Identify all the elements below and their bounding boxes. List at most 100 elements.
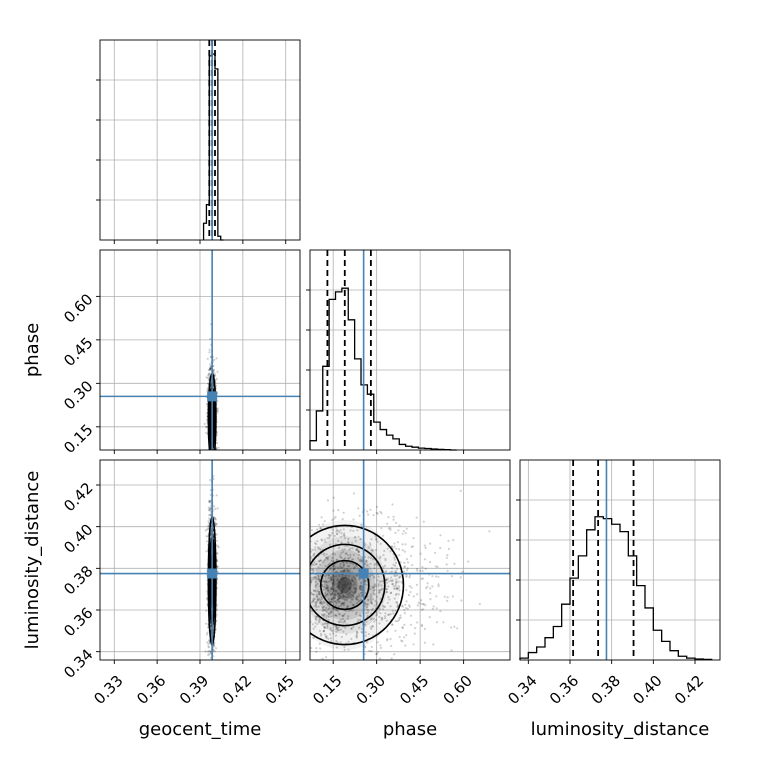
density-level: [314, 549, 375, 621]
sample-point: [302, 559, 304, 561]
sample-point: [405, 558, 409, 561]
sample-point: [380, 584, 383, 587]
sample-point: [315, 595, 318, 598]
sample-point: [330, 592, 333, 596]
sample-point: [352, 576, 355, 579]
sample-point: [365, 603, 368, 606]
sample-point: [216, 409, 219, 412]
sample-point: [293, 594, 295, 596]
sample-point: [212, 454, 214, 456]
sample-point: [214, 458, 216, 460]
sample-point: [354, 592, 357, 595]
sample-point: [398, 575, 401, 578]
sample-point: [343, 619, 346, 622]
sample-point: [351, 541, 354, 545]
sample-point: [333, 565, 336, 568]
sample-point: [381, 670, 383, 672]
sample-point: [357, 535, 360, 539]
sample-point: [358, 587, 361, 590]
sample-point: [270, 547, 272, 549]
sample-point: [432, 605, 435, 608]
sample-point: [343, 532, 346, 535]
sample-point: [341, 586, 344, 589]
sample-point: [439, 610, 442, 613]
sample-point: [306, 589, 308, 591]
sample-point: [389, 550, 392, 553]
sample-point: [210, 451, 212, 453]
sample-point: [379, 510, 382, 513]
sample-point: [205, 535, 208, 538]
sample-point: [450, 649, 453, 652]
sample-point: [340, 589, 343, 592]
sample-point: [343, 583, 346, 586]
sample-point: [348, 587, 351, 590]
sample-point: [349, 582, 352, 585]
sample-point: [205, 376, 208, 379]
sample-point: [209, 363, 212, 366]
sample-point: [373, 620, 376, 623]
sample-point: [399, 616, 402, 619]
sample-point: [209, 456, 211, 458]
sample-point: [388, 613, 391, 616]
sample-point: [392, 515, 395, 519]
sample-point: [372, 586, 375, 589]
sample-point: [313, 597, 317, 601]
sample-point: [290, 552, 292, 554]
sample-point: [364, 634, 367, 637]
sample-point: [394, 582, 397, 586]
sample-point: [397, 593, 400, 596]
sample-point: [375, 603, 378, 606]
sample-point: [209, 455, 211, 457]
sample-point: [341, 576, 344, 579]
sample-point: [212, 456, 214, 458]
sample-point: [217, 446, 220, 449]
sample-point: [342, 564, 345, 567]
sample-point: [209, 367, 212, 370]
sample-point: [319, 598, 322, 602]
sample-point: [316, 599, 319, 602]
sample-point: [214, 472, 216, 474]
sample-point: [357, 557, 360, 560]
sample-point: [320, 632, 323, 636]
sample-point: [333, 594, 336, 598]
sample-point: [206, 458, 208, 460]
sample-point: [337, 620, 340, 623]
sample-point: [337, 605, 341, 608]
sample-point: [217, 546, 220, 549]
sample-point: [208, 456, 210, 458]
sample-point: [375, 614, 378, 617]
sample-point: [311, 678, 313, 680]
sample-point: [301, 625, 303, 627]
sample-point: [329, 600, 332, 603]
sample-point: [326, 585, 329, 588]
sample-point: [344, 575, 347, 578]
sample-point: [291, 614, 293, 616]
sample-point: [318, 591, 321, 594]
sample-point: [340, 578, 343, 581]
sample-point: [337, 539, 340, 543]
sample-point: [447, 539, 450, 543]
sample-point: [213, 497, 215, 499]
sample-point: [314, 603, 318, 606]
sample-point: [352, 529, 355, 533]
sample-point: [446, 596, 449, 599]
sample-point: [387, 596, 390, 599]
sample-point: [421, 577, 425, 580]
sample-point: [323, 609, 326, 612]
sample-point: [374, 535, 377, 538]
sample-point: [323, 559, 326, 562]
sample-point: [310, 591, 313, 594]
sample-point: [350, 598, 353, 601]
sample-point: [314, 617, 317, 620]
sample-point: [403, 566, 406, 569]
sample-point: [357, 550, 360, 553]
sample-point: [317, 576, 320, 579]
sample-point: [331, 531, 334, 535]
sample-point: [316, 622, 319, 626]
sample-point: [371, 625, 374, 628]
sample-point: [325, 584, 328, 587]
sample-point: [211, 455, 213, 457]
sample-point: [210, 455, 212, 457]
sample-point: [335, 528, 339, 532]
sample-point: [332, 496, 335, 499]
